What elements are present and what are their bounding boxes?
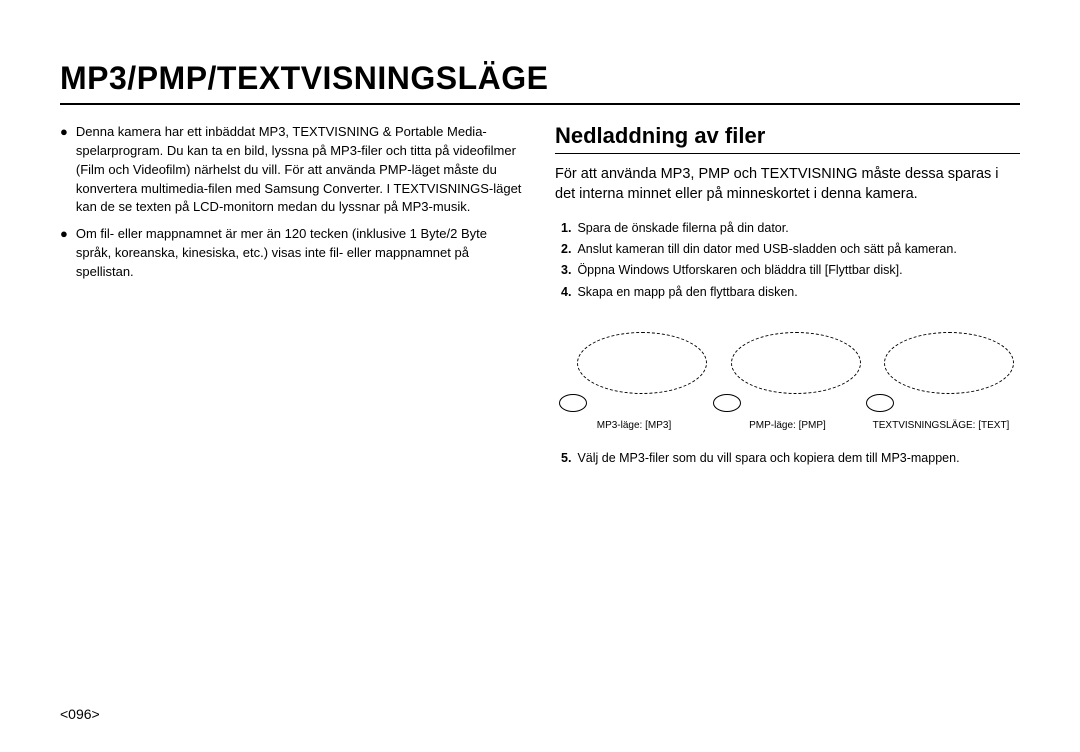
page: MP3/PMP/TEXTVISNINGSLÄGE ● Denna kamera … — [0, 0, 1080, 752]
placeholder-ellipse-icon — [884, 332, 1014, 394]
step-number: 5. — [561, 449, 571, 468]
step-item: 2. Anslut kameran till din dator med USB… — [561, 240, 1020, 259]
bullet-text: Denna kamera har ett inbäddat MP3, TEXTV… — [76, 123, 525, 217]
step-text: Öppna Windows Utforskaren och bläddra ti… — [577, 261, 902, 280]
columns: ● Denna kamera har ett inbäddat MP3, TEX… — [60, 123, 1020, 470]
caption-text: TEXTVISNINGSLÄGE: [TEXT] — [866, 420, 1016, 431]
step-number: 2. — [561, 240, 571, 259]
caption-row: MP3-läge: [MP3] PMP-läge: [PMP] TEXTVISN… — [555, 420, 1020, 431]
intro-text: För att använda MP3, PMP och TEXTVISNING… — [555, 164, 1020, 205]
right-column: Nedladdning av filer För att använda MP3… — [555, 123, 1020, 470]
placeholder-small-ellipse-icon — [713, 394, 741, 412]
step-list-b: 5. Välj de MP3-filer som du vill spara o… — [555, 449, 1020, 468]
folder-diagram — [713, 332, 863, 412]
diagram-row — [555, 332, 1020, 412]
bullet-text: Om fil- eller mappnamnet är mer än 120 t… — [76, 225, 525, 282]
placeholder-ellipse-icon — [731, 332, 861, 394]
step-number: 4. — [561, 283, 571, 302]
step-text: Spara de önskade filerna på din dator. — [577, 219, 788, 238]
bullet-marker: ● — [60, 225, 68, 282]
caption-pmp: PMP-läge: [PMP] — [713, 420, 863, 431]
bullet-item: ● Om fil- eller mappnamnet är mer än 120… — [60, 225, 525, 282]
step-item: 1. Spara de önskade filerna på din dator… — [561, 219, 1020, 238]
section-heading: Nedladdning av filer — [555, 123, 1020, 154]
left-column: ● Denna kamera har ett inbäddat MP3, TEX… — [60, 123, 525, 470]
placeholder-ellipse-icon — [577, 332, 707, 394]
placeholder-small-ellipse-icon — [559, 394, 587, 412]
folder-diagram — [866, 332, 1016, 412]
step-item: 4. Skapa en mapp på den flyttbara disken… — [561, 283, 1020, 302]
step-text: Välj de MP3-filer som du vill spara och … — [577, 449, 959, 468]
step-text: Anslut kameran till din dator med USB-sl… — [577, 240, 956, 259]
caption-mp3: MP3-läge: [MP3] — [559, 420, 709, 431]
folder-diagram — [559, 332, 709, 412]
page-number: <096> — [60, 706, 100, 722]
step-number: 3. — [561, 261, 571, 280]
bullet-item: ● Denna kamera har ett inbäddat MP3, TEX… — [60, 123, 525, 217]
page-title: MP3/PMP/TEXTVISNINGSLÄGE — [60, 60, 1020, 105]
step-number: 1. — [561, 219, 571, 238]
step-item: 3. Öppna Windows Utforskaren och bläddra… — [561, 261, 1020, 280]
step-text: Skapa en mapp på den flyttbara disken. — [577, 283, 797, 302]
bullet-marker: ● — [60, 123, 68, 217]
step-list-a: 1. Spara de önskade filerna på din dator… — [555, 219, 1020, 303]
step-item: 5. Välj de MP3-filer som du vill spara o… — [561, 449, 1020, 468]
placeholder-small-ellipse-icon — [866, 394, 894, 412]
